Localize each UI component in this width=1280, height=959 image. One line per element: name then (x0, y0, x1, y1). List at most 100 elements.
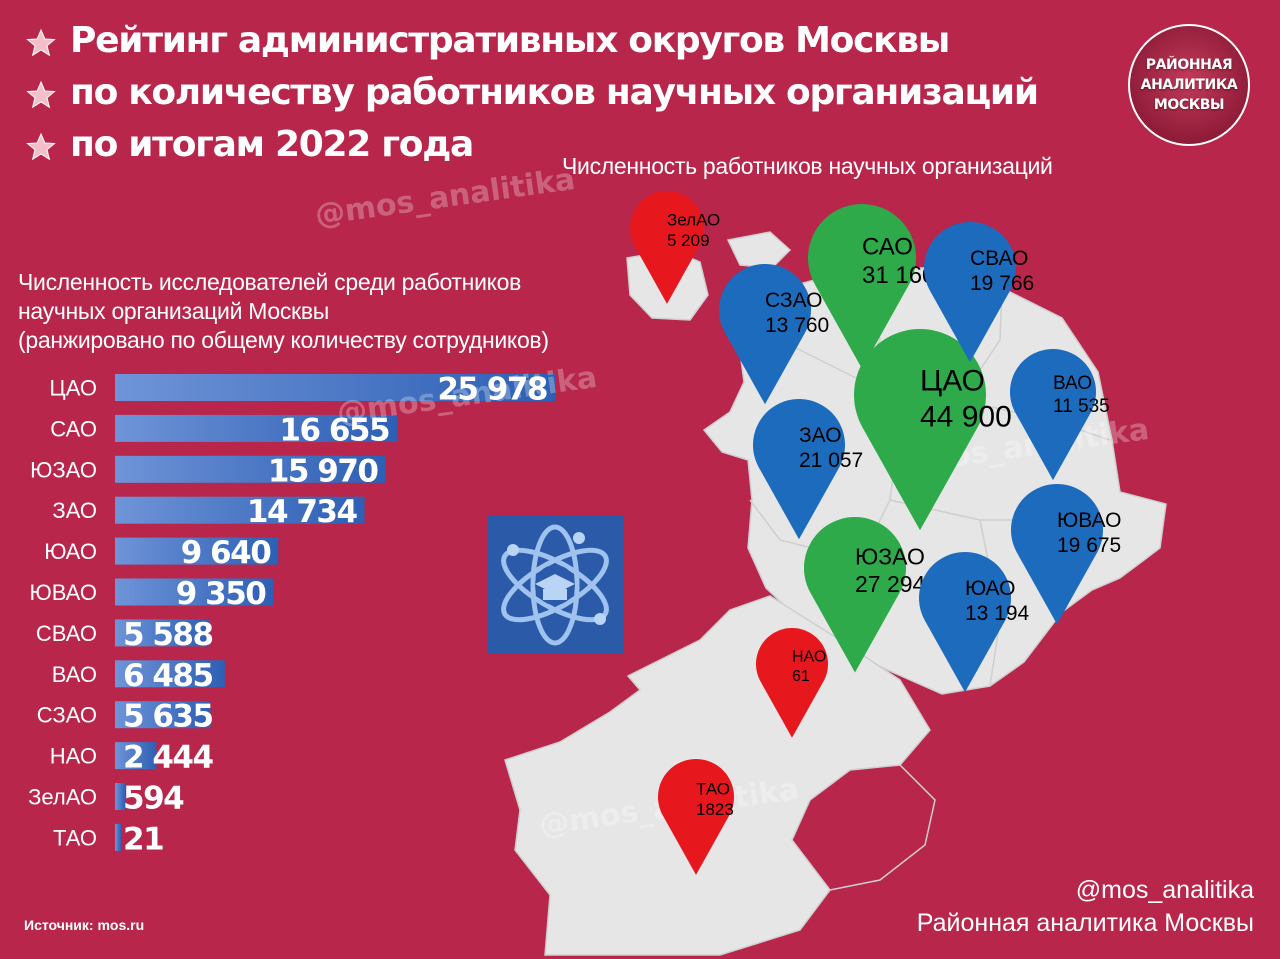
bar-chart-title-line-3: (ранжировано по общему количеству сотруд… (18, 327, 549, 353)
category-label: ЮВАО (30, 580, 97, 605)
marker-name: ВАО (1053, 373, 1092, 394)
atom-graduation-cap-icon (487, 516, 624, 654)
value-label: 6 485 (123, 658, 213, 694)
category-label: СЗАО (37, 703, 97, 728)
bar (115, 537, 279, 565)
map-marker: ТАО 1823 (658, 759, 734, 875)
footer-name: Районная аналитика Москвы (916, 909, 1254, 937)
value-label: 14 734 (247, 494, 358, 530)
marker-pin (853, 329, 987, 531)
category-label: ЦАО (49, 376, 97, 401)
marker-value: 27 294 (855, 571, 926, 597)
marker-value: 11 535 (1053, 396, 1110, 417)
title-line-1: Рейтинг административных округов Москвы (70, 20, 950, 61)
category-label: НАО (50, 744, 97, 769)
marker-pin (753, 399, 845, 540)
marker-value: 1823 (696, 800, 734, 819)
bar (115, 742, 157, 770)
marker-pin (804, 517, 906, 673)
category-label: ТАО (53, 825, 97, 850)
researchers-bar-chart: ЦАО 25 978 САО 16 655 ЮЗАО 15 970 ЗАО 14 734 ЮАО… (28, 372, 555, 857)
value-label: 21 (123, 821, 163, 857)
marker-name: ЮЗАО (855, 544, 925, 570)
category-label: САО (50, 416, 97, 441)
marker-pin (756, 627, 828, 738)
bar (115, 619, 210, 647)
marker-name: ЗелАО (667, 210, 720, 229)
value-label: 9 640 (181, 535, 272, 571)
footer-handle: @mos_analitika (1075, 876, 1254, 904)
marker-name: СЗАО (765, 289, 823, 312)
value-label: 2 444 (123, 740, 214, 776)
bar-chart-title: Численность исследователей среди работни… (18, 268, 638, 355)
marker-pin (630, 191, 704, 304)
marker-value: 5 209 (667, 231, 710, 250)
source-note: Источник: mos.ru (24, 917, 145, 933)
map-marker: ЗелАО 5 209 (630, 191, 720, 304)
marker-value: 61 (792, 668, 810, 685)
value-label: 594 (123, 781, 184, 817)
category-label: ВАО (52, 662, 97, 687)
marker-name: СВАО (970, 247, 1028, 270)
footer: @mos_analitika Районная аналитика Москвы (917, 874, 1254, 940)
value-label: 5 588 (123, 617, 213, 653)
bar-chart-title-line-1: Численность исследователей среди работни… (18, 269, 522, 295)
marker-value: 44 900 (920, 401, 1012, 434)
logo-line-3: МОСКВЫ (1153, 97, 1225, 113)
category-label: ЮЗАО (30, 457, 97, 482)
marker-name: ЗАО (799, 424, 842, 447)
bar (115, 783, 126, 810)
marker-name: ЦАО (920, 365, 985, 398)
value-label: 9 350 (176, 576, 267, 612)
marker-pin (1011, 484, 1103, 625)
marker-name: САО (862, 233, 913, 260)
star-icon (26, 80, 56, 109)
bars-group: ЦАО 25 978 САО 16 655 ЮЗАО 15 970 ЗАО 14 734 ЮАО… (28, 372, 555, 857)
marker-name: ТАО (696, 779, 730, 798)
marker-pin (658, 759, 734, 875)
category-label: СВАО (36, 621, 97, 646)
bar (115, 414, 398, 442)
title-line-3: по итогам 2022 года (70, 124, 474, 165)
bar (115, 455, 386, 483)
bar (115, 660, 225, 688)
district-analytics-logo: РАЙОННАЯ АНАЛИТИКА МОСКВЫ (1128, 24, 1250, 146)
bar (115, 496, 365, 524)
marker-value: 19 675 (1057, 534, 1121, 557)
value-label: 25 978 (437, 372, 547, 408)
title-line-2: по количеству работников научных организ… (70, 72, 1039, 113)
star-icon (26, 28, 56, 57)
marker-name: ЮВАО (1057, 509, 1121, 532)
map-title: Численность работников научных организац… (562, 153, 1053, 179)
bar (115, 823, 121, 851)
marker-pin (1009, 348, 1097, 481)
marker-pin (923, 221, 1016, 363)
bar-chart-title-line-2: научных организаций Москвы (18, 298, 329, 324)
bar (115, 578, 274, 606)
bar (115, 701, 211, 729)
logo-line-1: РАЙОННАЯ (1145, 57, 1233, 73)
marker-value: 13 760 (765, 314, 829, 337)
category-label: ЗелАО (28, 785, 97, 810)
marker-pin (808, 204, 916, 369)
marker-pin (918, 552, 1011, 693)
map-marker: НАО 61 (756, 627, 828, 738)
marker-value: 13 194 (965, 602, 1030, 625)
marker-pin (719, 263, 811, 405)
category-label: ЮАО (44, 539, 97, 564)
marker-name: НАО (792, 649, 826, 666)
marker-value: 19 766 (970, 272, 1034, 295)
value-label: 15 970 (268, 453, 379, 489)
value-label: 5 635 (123, 699, 213, 735)
value-label: 16 655 (279, 412, 389, 448)
marker-value: 21 057 (799, 449, 863, 472)
